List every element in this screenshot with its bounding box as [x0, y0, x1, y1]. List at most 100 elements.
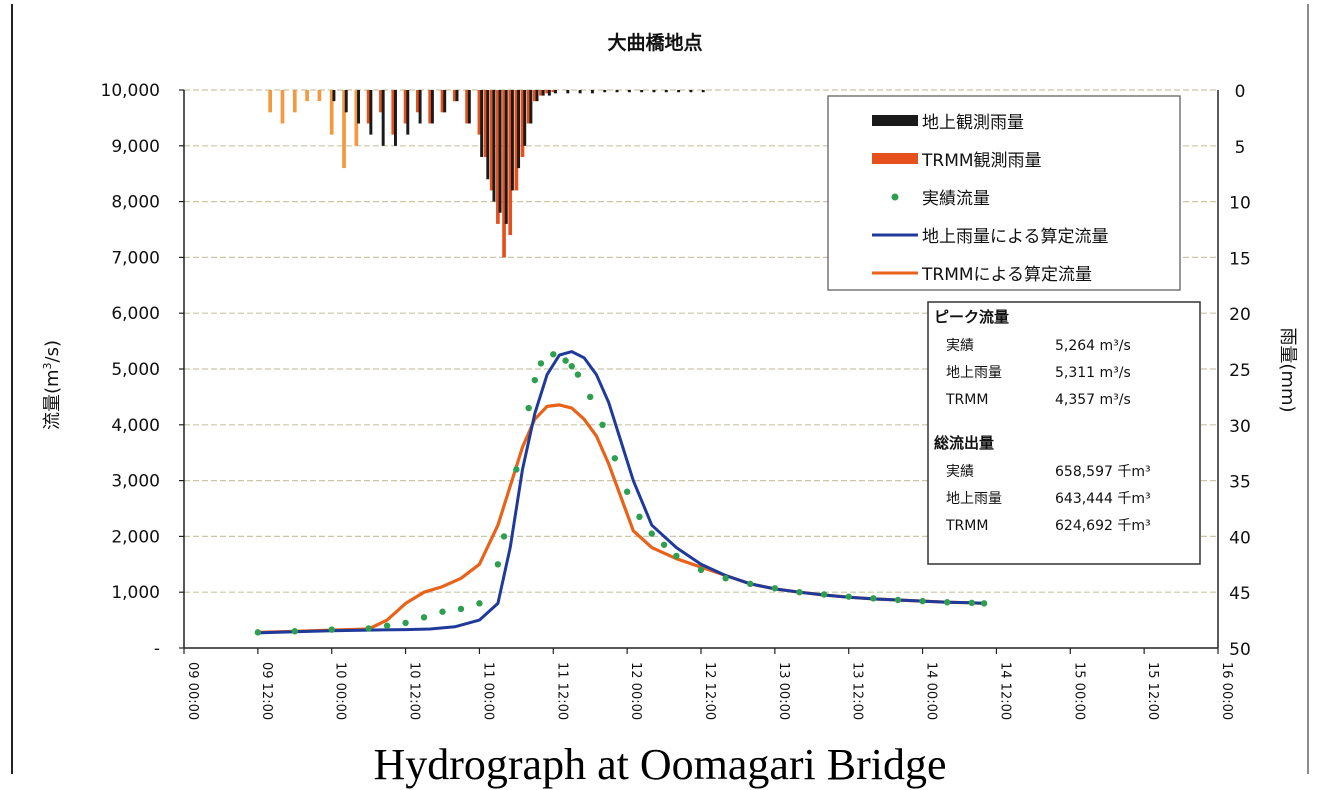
- observed-flow-point: [722, 575, 729, 582]
- figure-caption: Hydrograph at Oomagari Bridge: [373, 740, 947, 789]
- x-tick-label: 11 00:00: [480, 662, 495, 720]
- peak-title: ピーク流量: [934, 308, 1009, 326]
- trmm-rain-bar: [496, 90, 500, 224]
- legend-label: TRMM観測雨量: [921, 151, 1042, 171]
- x-tick-label: 15 12:00: [1145, 662, 1160, 720]
- x-tick-label: 09 12:00: [259, 662, 274, 720]
- y-tick-label: 5,000: [111, 360, 160, 380]
- summary-box: ピーク流量 実績 5,264 m³/s 地上雨量 5,311 m³/s TRMM 4,35…: [927, 301, 1201, 565]
- ground-rain-bar: [664, 90, 668, 93]
- peak-row-value: 5,311 m³/s: [1055, 365, 1131, 381]
- ground-rain-bar: [504, 90, 508, 224]
- ground-rain-bar: [541, 90, 545, 96]
- trmm-rain-bar: [483, 90, 488, 157]
- y-tick-label: 6,000: [111, 304, 160, 324]
- observed-flow-point: [611, 455, 619, 462]
- total-rows: 実績 658,597 千m³ 地上雨量 643,444 千m³ TRMM 624,692 …: [945, 464, 1151, 534]
- trmm-rain-bar: [379, 90, 383, 113]
- observed-flow-point: [660, 541, 668, 548]
- ground-rain-bar: [480, 90, 484, 157]
- observed-flow-point: [494, 561, 502, 568]
- observed-flow-point: [894, 596, 902, 604]
- y-axis-tick-labels: - 1,000 2,000 3,000 4,000 5,000 6,000 7,000 8,00…: [101, 81, 160, 659]
- ground-rain-bar: [590, 90, 594, 94]
- y2-tick-label: 35: [1229, 473, 1251, 493]
- y2-axis-label: 雨量(mm): [1277, 327, 1298, 412]
- y-tick-label: -: [154, 639, 160, 659]
- ground-rain-bar: [535, 90, 539, 102]
- trmm-rain-bar: [539, 90, 543, 96]
- x-tick-label: 13 12:00: [850, 662, 865, 720]
- peak-row-name: TRMM: [945, 392, 988, 408]
- observed-flow-point: [599, 421, 606, 428]
- ground-rain-bar: [627, 90, 631, 93]
- y2-tick-label: 40: [1229, 528, 1251, 548]
- trmm-rain-bar: [391, 90, 396, 135]
- y-tick-label: 10,000: [101, 81, 160, 101]
- x-tick-label: 09 00:00: [185, 662, 200, 720]
- x-tick-label: 12 12:00: [702, 662, 717, 720]
- observed-flow-point: [697, 566, 705, 574]
- y2-tick-label: 20: [1229, 305, 1251, 325]
- x-tick-label: 13 00:00: [776, 662, 791, 720]
- x-tick-label: 15 00:00: [1071, 662, 1086, 720]
- total-row-value: 624,692 千m³: [1055, 518, 1151, 534]
- ground-rain-bar: [566, 90, 570, 94]
- observed-flow-point: [562, 357, 569, 364]
- ground-rain-bar: [443, 90, 447, 113]
- flow-series: [254, 350, 988, 636]
- observed-flow-point: [328, 626, 335, 633]
- ground-rain-bar: [615, 90, 619, 93]
- ground-rain-bar: [517, 90, 521, 169]
- x-tick-label: 16 00:00: [1219, 662, 1234, 720]
- trmm-rain-bar: [508, 90, 513, 236]
- ground-rain-bar: [510, 90, 514, 191]
- trmm-rain-bar: [292, 90, 297, 113]
- legend-label: 地上観測雨量: [922, 113, 1024, 133]
- legend-swatch-dot: [891, 193, 899, 201]
- x-tick-label: 12 00:00: [628, 662, 643, 720]
- observed-flow-point: [568, 363, 575, 370]
- legend-label: TRMMによる算定流量: [921, 265, 1092, 285]
- ground-rain-bar: [381, 90, 385, 146]
- trmm-rain-bar: [366, 90, 371, 124]
- observed-flow-point: [574, 371, 582, 378]
- trmm-rain-bar: [317, 90, 322, 102]
- ground-rain-bar: [418, 90, 422, 124]
- trmm-rain-bar: [280, 90, 285, 124]
- ground-rain-bar: [677, 90, 681, 93]
- ground-rain-bar: [640, 90, 644, 93]
- observed-flow-point: [531, 376, 539, 384]
- trmm-rain-bar: [342, 90, 346, 169]
- ground-rain-bar: [455, 90, 459, 102]
- ground-calc-flow-line: [257, 350, 985, 635]
- observed-flow-point: [636, 513, 643, 521]
- observed-flow-point: [525, 404, 532, 412]
- trmm-rain-bar: [502, 90, 506, 258]
- observed-flow-point: [550, 351, 557, 358]
- observed-flow-point: [771, 585, 779, 592]
- y2-tick-label: 5: [1235, 138, 1246, 158]
- observed-flow-point: [820, 591, 828, 598]
- x-tick-label: 10 12:00: [407, 662, 422, 720]
- observed-flow-point: [513, 466, 520, 473]
- ground-rain-bar: [406, 90, 410, 135]
- total-row-name: TRMM: [945, 518, 988, 534]
- trmm-rain-bar: [545, 90, 549, 94]
- y-axis-label: 流量(m3/s): [41, 340, 63, 430]
- legend-swatch-bar: [872, 115, 918, 126]
- y-tick-label: 4,000: [111, 416, 160, 436]
- peak-row-name: 実績: [946, 338, 974, 354]
- legend-label: 地上雨量による算定流量: [922, 227, 1109, 247]
- observed-flow-point: [943, 599, 951, 606]
- ground-rain-bar: [652, 90, 656, 93]
- y2-tick-label: 30: [1229, 417, 1251, 437]
- y-tick-label: 8,000: [111, 193, 160, 213]
- observed-flow-point: [623, 488, 631, 495]
- y-axis-label-tail: /s): [42, 340, 63, 362]
- y2-tick-label: 0: [1235, 82, 1246, 102]
- ground-rain-bar: [554, 90, 557, 94]
- legend-swatch-bar: [872, 153, 918, 164]
- trmm-rain-bar: [428, 90, 433, 124]
